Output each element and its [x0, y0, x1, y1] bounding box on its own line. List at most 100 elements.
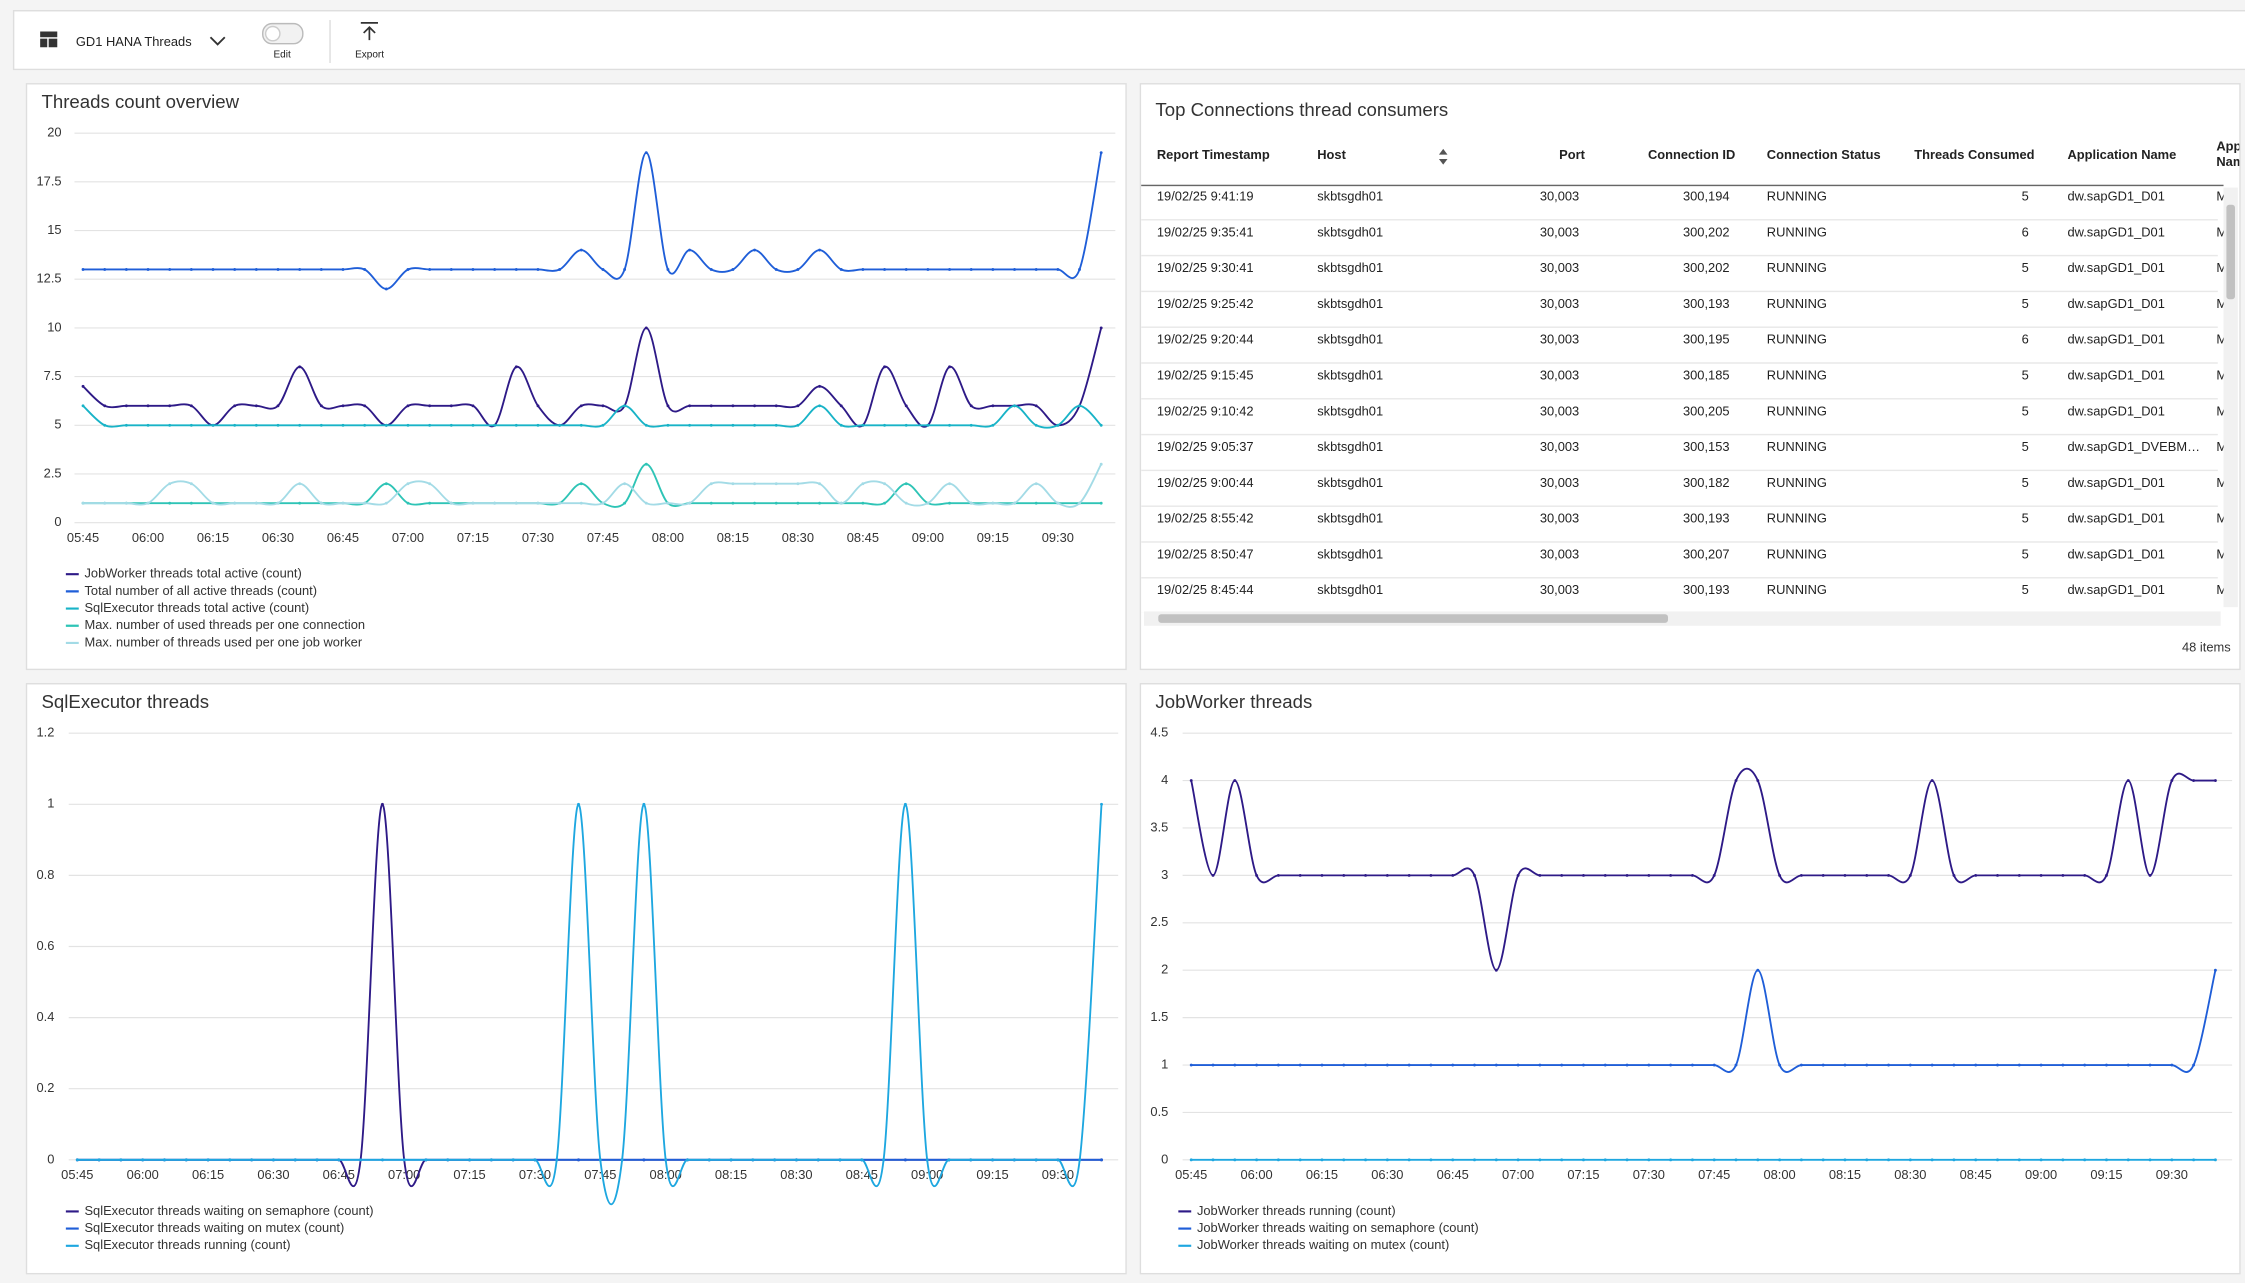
data-point [489, 1158, 493, 1162]
data-point [729, 1158, 733, 1162]
table-cell: 30,003 [1539, 224, 1580, 240]
data-point [1821, 1063, 1825, 1067]
table-cell: 5 [2021, 582, 2029, 598]
table-cell: 5 [2021, 189, 2029, 204]
export-icon[interactable] [359, 21, 379, 41]
data-point [1974, 873, 1978, 877]
table-cell: M [2216, 225, 2223, 241]
table-row: 19/02/25 9:41:19 skbtsgdh01 30,003 300,194 R… [1141, 185, 2224, 221]
data-point [707, 1158, 711, 1162]
column-header[interactable]: Report Timestamp [1156, 147, 1270, 162]
data-point [861, 501, 865, 505]
column-header[interactable]: Port [1559, 147, 1585, 162]
x-tick-label: 05:45 [1175, 1167, 1207, 1182]
data-point [838, 1158, 842, 1162]
table-cell: dw.sapGD1_D01 [2067, 332, 2165, 347]
data-point [558, 423, 562, 427]
data-point [124, 423, 128, 427]
data-point [1429, 1158, 1433, 1162]
data-point [925, 1158, 929, 1162]
data-point [883, 482, 886, 486]
data-point [642, 1158, 646, 1162]
table-cell: 300,182 [1682, 475, 1730, 490]
x-tick-label: 06:00 [1240, 1167, 1272, 1182]
data-point [1298, 873, 1302, 877]
table-cell: RUNNING [1766, 332, 1827, 347]
dropdown-chevron[interactable] [209, 36, 226, 47]
data-point [623, 501, 627, 505]
series-line [1190, 767, 2216, 972]
data-point [1078, 268, 1081, 271]
y-tick-label: 0.2 [37, 1080, 55, 1095]
data-point [839, 268, 843, 271]
data-point [1013, 501, 1016, 505]
column-header[interactable]: Application Name [2067, 147, 2177, 162]
export-label[interactable]: Export [355, 50, 385, 61]
data-point [1013, 404, 1016, 408]
data-point [471, 423, 475, 427]
y-tick-label: 1.2 [37, 725, 55, 740]
table-cell: RUNNING [1766, 582, 1827, 598]
data-point [2083, 873, 2087, 877]
data-point [1364, 1063, 1367, 1067]
data-point [1100, 1158, 1103, 1162]
sort-icon[interactable] [1436, 147, 1450, 167]
data-point [601, 423, 605, 427]
column-header[interactable]: App Nam [2216, 138, 2241, 169]
table-cell: 19/02/25 9:25:42 [1156, 296, 1254, 311]
data-point [406, 501, 410, 505]
table-cell: skbtsgdh01 [1317, 368, 1384, 383]
data-point [254, 423, 258, 427]
table-cell: 5 [2021, 260, 2029, 275]
legend-label: SqlExecutor threads running (count) [84, 1237, 290, 1252]
column-header[interactable]: Host [1317, 147, 1346, 162]
horizontal-scrollbar[interactable] [1143, 611, 2221, 626]
dashboard-title[interactable]: GD1 HANA Threads [75, 34, 192, 49]
data-point [903, 1158, 907, 1162]
vertical-scrollbar[interactable] [2223, 187, 2238, 608]
table-cell: 5 [2021, 403, 2029, 419]
series-line [83, 151, 1103, 290]
y-tick-label: 0.5 [1150, 1104, 1168, 1119]
data-point [666, 404, 670, 408]
data-point [1756, 1158, 1760, 1162]
x-tick-label: 06:00 [127, 1167, 159, 1182]
data-point [644, 423, 648, 427]
table-cell: skbtsgdh01 [1317, 189, 1384, 204]
edit-toggle[interactable] [262, 22, 304, 45]
table-cell: skbtsgdh01 [1317, 224, 1384, 240]
data-point [141, 1158, 145, 1162]
x-tick-label: 06:30 [257, 1167, 289, 1182]
data-point [555, 1158, 559, 1162]
data-point [1952, 873, 1956, 877]
data-point [1255, 1158, 1259, 1162]
layout-icon[interactable] [40, 31, 60, 49]
data-point [81, 268, 85, 271]
chart-title: Threads count overview [42, 91, 240, 112]
x-tick-label: 07:00 [392, 530, 424, 545]
data-point [1843, 1063, 1847, 1067]
data-point [731, 501, 735, 505]
table-cell: 300,205 [1682, 403, 1730, 419]
x-tick-label: 06:30 [262, 530, 294, 545]
data-point [1690, 1158, 1694, 1162]
data-point [1690, 1063, 1694, 1067]
data-point [319, 501, 323, 505]
data-point [1276, 873, 1280, 877]
data-point [2170, 1063, 2174, 1067]
data-point [948, 482, 951, 486]
data-point [773, 1158, 777, 1162]
data-point [774, 404, 778, 408]
column-header[interactable]: Connection ID [1647, 147, 1736, 162]
x-tick-label: 07:30 [522, 530, 554, 545]
column-header[interactable]: Connection Status [1766, 147, 1881, 162]
y-tick-label: 0 [47, 1151, 54, 1166]
chart: SqlExecutor threads 0 0.2 0.4 0.6 0.8 1 1.2 05:… [37, 691, 1119, 1252]
y-tick-label: 12.5 [37, 271, 62, 286]
data-point [1560, 873, 1564, 877]
data-point [1908, 873, 1912, 877]
x-tick-label: 07:15 [457, 530, 489, 545]
series-line [83, 463, 1102, 508]
column-header[interactable]: Threads Consumed [1914, 147, 2035, 162]
data-point [1342, 873, 1346, 877]
